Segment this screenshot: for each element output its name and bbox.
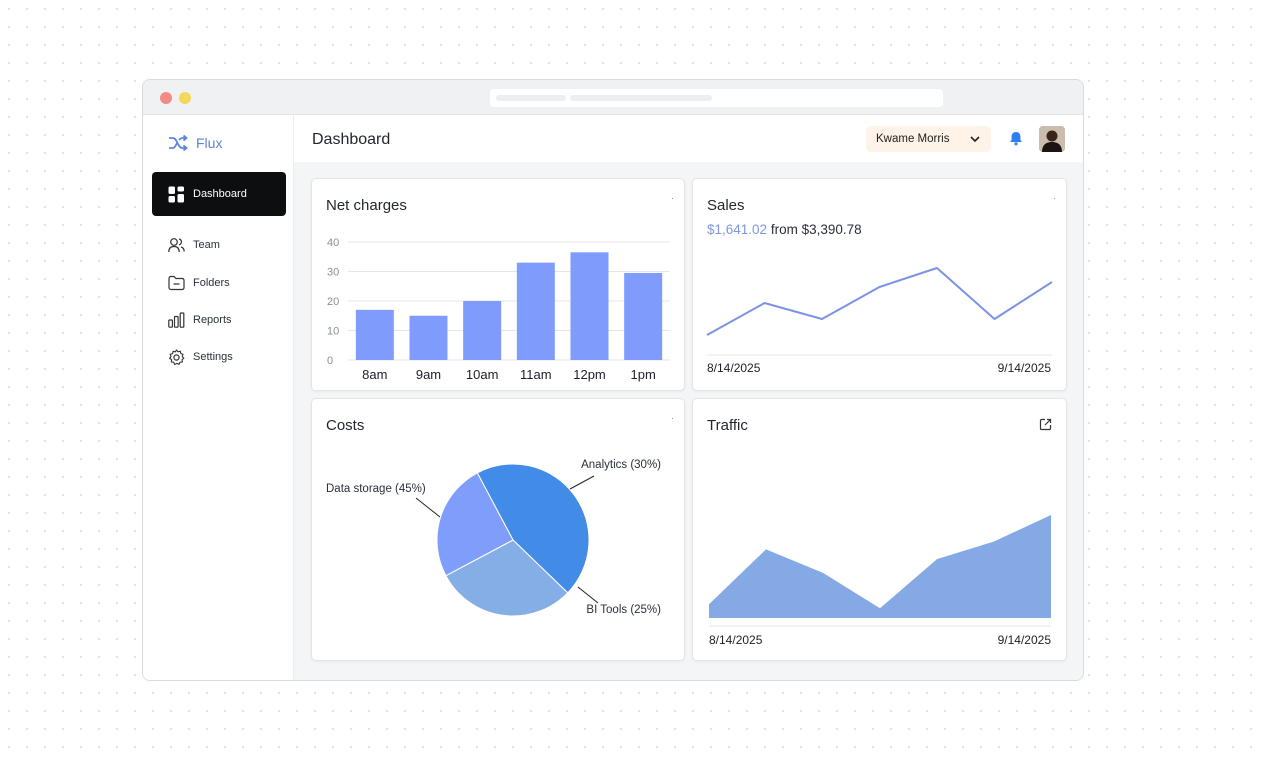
x-tick-label: 1pm [631,367,656,382]
x-tick-label: 9am [416,367,441,382]
x-tick-label: 10am [466,367,499,382]
card-menu-icon[interactable]: · [671,193,674,203]
sidebar-item-label: Reports [193,314,232,326]
costs-card: Costs · Data storage (45%) Analytics (30%… [311,398,685,661]
sales-compare: from $3,390.78 [770,222,862,237]
sales-summary: $1,641.02 from $3,390.78 [707,222,862,237]
app-logo[interactable]: Flux [168,135,222,151]
shuffle-icon [169,135,188,151]
x-tick-label: 11am [520,367,552,382]
sales-start-date: 8/14/2025 [707,361,761,375]
user-name: Kwame Morris [876,133,950,145]
slice-leader-line [577,586,599,604]
avatar[interactable] [1039,126,1065,152]
main-content: Dashboard Kwame Morris Net cha [294,115,1083,680]
slice-label: BI Tools (25%) [586,604,661,616]
net-charges-card: Net charges · 0 10 20 30 40 8am 9am 10am 11am 12p… [311,178,685,391]
sidebar-item-settings[interactable]: Settings [152,335,286,379]
y-tick-label: 40 [327,237,339,249]
sidebar-item-label: Settings [193,351,233,363]
traffic-start-date: 8/14/2025 [709,633,763,647]
address-bar[interactable] [490,89,943,107]
top-bar: Dashboard Kwame Morris [294,115,1083,162]
bar [409,315,448,360]
sales-chart [706,267,1053,356]
slice-leader-line [569,475,595,490]
bar [624,272,663,360]
sidebar-item-team[interactable]: Team [152,223,286,267]
folder-icon [168,275,185,291]
slice-label: Analytics (30%) [581,459,661,471]
sidebar-item-label: Dashboard [193,188,247,200]
pie-slice [436,472,514,577]
page-title: Dashboard [312,131,391,148]
series-area [709,515,1051,618]
net-charges-chart: 0 10 20 30 40 8am 9am 10am 11am 12pm 1pm [327,237,670,382]
bar [570,252,609,360]
slice-leader-line [415,497,441,518]
y-tick-label: 10 [327,326,339,338]
slice-label: Data storage (45%) [326,483,426,495]
y-tick-label: 30 [327,267,339,279]
grid-icon [168,186,184,202]
sidebar-item-label: Folders [193,277,230,289]
card-title: Costs [326,417,365,434]
costs-chart: Data storage (45%) Analytics (30%) BI Tool… [326,459,661,617]
card-menu-icon[interactable]: · [671,413,674,423]
user-dropdown[interactable]: Kwame Morris [866,126,991,152]
series-line [706,267,1053,336]
minimize-window-button[interactable] [179,92,191,104]
bar [355,309,394,360]
bar [463,301,502,360]
traffic-card: Traffic 8/14/2025 9/14/2025 [692,398,1067,661]
users-icon [168,238,185,253]
pie-slice [476,463,590,594]
card-title: Traffic [707,417,748,434]
external-link-icon[interactable] [1039,418,1052,431]
card-title: Net charges [326,197,407,214]
pie-slice [445,539,569,617]
bar [516,262,555,360]
card-title: Sales [707,197,745,214]
app-name: Flux [196,135,223,151]
close-window-button[interactable] [160,92,172,104]
user-avatar-image [1039,126,1065,152]
sidebar-item-folders[interactable]: Folders [152,261,286,305]
x-tick-label: 12pm [573,367,606,382]
browser-window: Flux Dashboard Team [142,79,1084,681]
traffic-end-date: 9/14/2025 [997,633,1051,647]
y-tick-label: 0 [327,355,333,367]
bell-icon[interactable] [1009,131,1023,146]
traffic-chart [709,515,1051,627]
window-titlebar [143,80,1083,115]
sales-end-date: 9/14/2025 [997,361,1051,375]
sales-card: Sales · $1,641.02 from $3,390.78 8/14/20… [692,178,1067,391]
chevron-down-icon [970,136,980,143]
card-menu-icon[interactable]: · [1053,193,1056,203]
gear-icon [169,348,185,365]
sidebar-item-label: Team [193,239,220,251]
y-tick-label: 20 [327,296,339,308]
x-tick-label: 8am [362,367,387,382]
sidebar-item-dashboard[interactable]: Dashboard [152,172,286,216]
sidebar-item-reports[interactable]: Reports [152,298,286,342]
sales-amount: $1,641.02 [707,222,768,237]
sidebar: Flux Dashboard Team [143,115,294,680]
bar-chart-icon [168,312,185,328]
